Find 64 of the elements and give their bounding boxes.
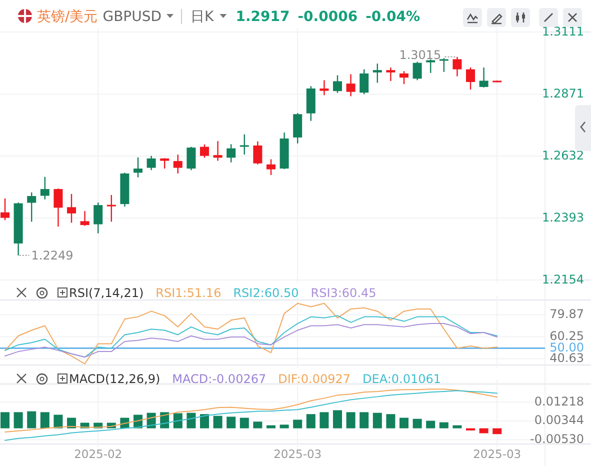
- bar: [186, 412, 196, 428]
- bar: [266, 425, 276, 428]
- series-label: RSI1:51.16: [156, 286, 222, 300]
- bar: [333, 410, 342, 428]
- chart-subtitle: GBPUSD: [102, 9, 162, 25]
- bar: [226, 416, 236, 428]
- line-series: [4, 315, 498, 358]
- chart-title: 英镑/美元: [37, 9, 98, 25]
- bar: [492, 428, 502, 434]
- x-tick-label: 2025-03: [473, 447, 522, 461]
- bar: [439, 422, 448, 428]
- bar: [372, 412, 382, 428]
- bar: [360, 412, 369, 428]
- y-tick-label: -0.00530: [530, 432, 584, 446]
- bar: [306, 414, 316, 428]
- x-tick-label: 2025-02: [74, 447, 122, 461]
- text: 日K: [190, 9, 215, 25]
- y-tick-label: 0.01218: [534, 394, 584, 408]
- line-series: [4, 323, 498, 358]
- bar: [67, 418, 76, 428]
- bar: [0, 412, 10, 428]
- chart-title: RSI(7,14,21): [69, 286, 144, 300]
- y-tick-label: 0.00344: [534, 413, 584, 428]
- text: -0.0006: [298, 9, 358, 25]
- bar: [320, 412, 329, 428]
- bar: [240, 418, 249, 428]
- bar: [14, 412, 23, 428]
- bar: [293, 420, 302, 428]
- bar: [412, 418, 422, 428]
- line-series: [4, 302, 498, 364]
- y-tick-label: 1.2154: [542, 272, 584, 286]
- y-tick-label: 60.25: [550, 328, 584, 343]
- bar: [452, 425, 462, 428]
- bar: [27, 411, 36, 428]
- text: MACD:-0.00267: [172, 372, 266, 386]
- bar: [200, 414, 209, 428]
- y-tick-label: 1.2871: [542, 86, 584, 100]
- line-series: [4, 388, 498, 432]
- bar: [213, 416, 222, 428]
- y-tick-label: 1.3111: [542, 24, 584, 38]
- bar: [40, 412, 50, 428]
- bar: [280, 424, 289, 428]
- bar: [346, 412, 356, 428]
- line-series: [4, 390, 498, 441]
- series-label: DIF:0.00927: [278, 372, 351, 386]
- bar: [253, 422, 262, 428]
- chart-title: MACD(12,26,9): [69, 372, 160, 386]
- y-tick-label: 1.2393: [542, 210, 584, 224]
- bar: [426, 420, 436, 428]
- text: RSI3:60.45: [310, 286, 376, 300]
- text: -0.04%: [366, 9, 420, 25]
- bar: [173, 413, 182, 428]
- x-tick-label: 2025-03: [274, 447, 322, 461]
- bar: [479, 428, 488, 434]
- annotation: 1.3015: [399, 48, 442, 62]
- bar: [54, 414, 63, 428]
- series-label: RSI2:60.50: [233, 286, 299, 300]
- y-tick-label: 1.2632: [542, 148, 584, 162]
- text: 1.2917: [236, 9, 290, 25]
- series-label: DEA:0.01061: [362, 372, 442, 386]
- y-tick-label: 79.87: [550, 306, 584, 321]
- bar: [400, 418, 408, 428]
- bar: [386, 414, 396, 428]
- annotation: 1.2249: [31, 248, 74, 262]
